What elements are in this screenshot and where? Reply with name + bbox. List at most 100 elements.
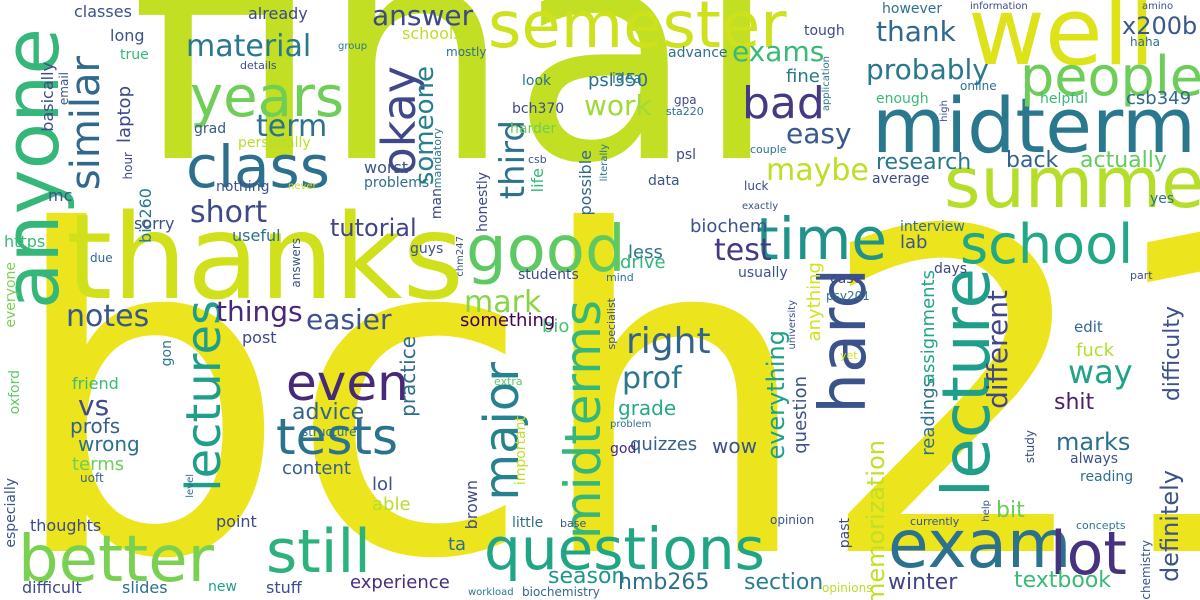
- word-friend: friend: [72, 374, 119, 393]
- word-already: already: [248, 4, 308, 23]
- word-section: section: [744, 570, 824, 595]
- word-well: well: [968, 0, 1155, 87]
- word-everything: everything: [762, 330, 790, 460]
- word-opinion: opinion: [770, 513, 815, 527]
- word-easier: easier: [306, 303, 392, 336]
- word-school: school: [960, 213, 1134, 276]
- word-better: better: [18, 523, 214, 597]
- word-lab: lab: [900, 232, 928, 253]
- word-exam: exam: [888, 506, 1072, 583]
- word-season: season: [548, 564, 626, 589]
- word-shit: shit: [1054, 390, 1095, 415]
- word-bio: bio: [542, 316, 570, 337]
- word-things: things: [216, 295, 303, 328]
- word-study: study: [1023, 430, 1037, 464]
- word-textbook: textbook: [1014, 568, 1112, 593]
- word-wrong: wrong: [78, 432, 140, 456]
- word-short: short: [190, 195, 268, 230]
- word-however: however: [882, 1, 943, 17]
- word-way: way: [1068, 353, 1133, 391]
- word-psl350: psl350: [588, 70, 649, 91]
- word-especially: especially: [3, 478, 19, 548]
- word-difficulty: difficulty: [1160, 306, 1185, 402]
- word-sorry: sorry: [134, 214, 175, 233]
- word-final: final: [132, 0, 779, 229]
- word-anything: anything: [804, 262, 825, 342]
- word-wow: wow: [712, 434, 757, 458]
- word-idea: idea: [612, 71, 642, 87]
- word-structure: structure: [302, 425, 357, 439]
- word-high: high: [939, 100, 950, 122]
- word-yet: yet: [840, 349, 858, 362]
- word-back: back: [1006, 148, 1059, 173]
- word-always: always: [1070, 451, 1119, 467]
- word-mind: mind: [606, 271, 634, 284]
- word-bit: bit: [996, 498, 1025, 523]
- word-different: different: [981, 290, 1014, 409]
- word-application: application: [821, 56, 832, 112]
- word-answer: answer: [372, 0, 474, 32]
- word-practice: practice: [396, 336, 420, 417]
- word-workload: workload: [468, 587, 514, 598]
- word-mostly: mostly: [446, 45, 487, 59]
- word-vs: vs: [78, 389, 110, 422]
- word-grad: grad: [194, 121, 227, 137]
- word-drive: drive: [620, 252, 666, 273]
- word-thanks: thanks: [66, 188, 464, 326]
- word-average: average: [872, 171, 930, 187]
- word-mandatory: mandatory: [431, 128, 444, 189]
- word-similar: similar: [63, 56, 109, 191]
- word-notes: notes: [66, 299, 150, 334]
- word-possible: possible: [576, 150, 595, 216]
- word-currently: currently: [910, 515, 960, 528]
- word-gpa: gpa: [674, 93, 697, 107]
- word-lectures: lectures: [176, 300, 232, 492]
- word-reading: reading: [1080, 469, 1134, 485]
- word-maybe: maybe: [766, 153, 869, 188]
- word-useful: useful: [232, 226, 281, 245]
- word-days: days: [934, 261, 968, 277]
- word-oxford: oxford: [7, 370, 23, 415]
- word-answers: answers: [289, 238, 303, 288]
- word-questions: questions: [484, 515, 765, 583]
- word-specialist: specialist: [605, 298, 618, 350]
- word-personally: personally: [238, 135, 311, 151]
- word-right: right: [626, 321, 711, 362]
- word-terms: terms: [72, 454, 125, 475]
- word-usually: usually: [738, 265, 788, 281]
- word-bch370: bch370: [512, 101, 565, 117]
- word-winter: winter: [888, 570, 958, 595]
- word-biochemistry: biochemistry: [522, 585, 600, 599]
- word-basically: basically: [38, 62, 57, 132]
- word-group: group: [338, 41, 368, 52]
- word-profs: profs: [70, 414, 121, 438]
- word-never: never: [288, 181, 317, 192]
- word-biochem: biochem: [690, 216, 768, 237]
- word-level: level: [185, 474, 196, 498]
- word-case: case: [830, 271, 863, 287]
- word-literally: literally: [599, 144, 610, 182]
- word-stuff: stuff: [266, 578, 302, 597]
- word-god: god: [610, 441, 637, 457]
- word-uoft: uoft: [80, 471, 104, 485]
- word-lot: lot: [1050, 519, 1127, 589]
- word-laptop: laptop: [114, 86, 135, 143]
- word-harder: harder: [510, 121, 557, 137]
- word-https: https: [4, 232, 46, 251]
- word-easy: easy: [786, 117, 852, 150]
- word-classes: classes: [74, 2, 132, 21]
- word-chm247: chm247: [455, 236, 466, 277]
- word-chemistry: chemistry: [1139, 540, 1153, 600]
- word-x200b: x200b: [1122, 12, 1198, 40]
- word-sta220: sta220: [666, 105, 704, 118]
- word-base: base: [560, 517, 587, 530]
- word-new: new: [208, 579, 237, 595]
- word-years: years: [190, 65, 345, 130]
- word-content: content: [282, 458, 351, 479]
- word-exams: exams: [732, 35, 825, 68]
- word-hmb265: hmb265: [618, 570, 710, 595]
- word-difficult: difficult: [22, 578, 82, 597]
- word-quizzes: quizzes: [630, 434, 698, 455]
- word-luck: luck: [744, 179, 769, 193]
- word-fuck: fuck: [1076, 340, 1115, 361]
